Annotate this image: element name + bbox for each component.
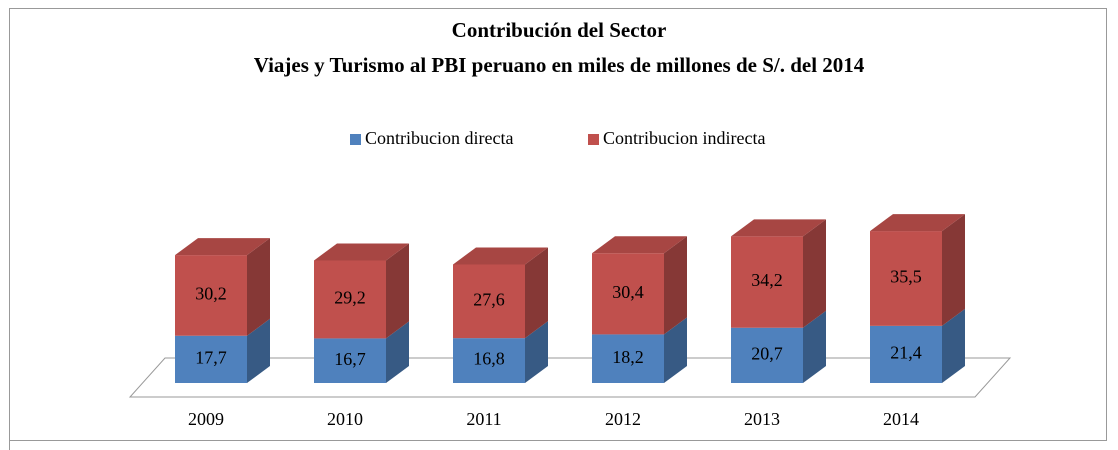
bar (731, 327, 803, 383)
bar-top (870, 214, 965, 232)
data-label: 20,7 (751, 343, 783, 363)
data-label: 27,6 (473, 289, 505, 309)
bar-side (247, 238, 270, 336)
legend-swatch (588, 134, 599, 145)
bar-side (525, 321, 548, 383)
bar (870, 231, 942, 326)
data-label: 16,8 (473, 349, 505, 369)
bar (592, 334, 664, 383)
bar-side (942, 214, 965, 326)
bar (453, 264, 525, 339)
bar-side (247, 318, 270, 383)
bar-top (314, 243, 409, 261)
bar-side (803, 219, 826, 328)
bar (314, 260, 386, 339)
x-tick-label: 2013 (744, 409, 780, 429)
bar-top (731, 219, 826, 237)
data-label: 17,7 (195, 347, 227, 367)
bar-side (803, 310, 826, 383)
chart-title: Contribución del Sector (452, 18, 667, 42)
chart-border (9, 8, 1107, 441)
bar (175, 255, 247, 336)
bar-side (386, 321, 409, 383)
bar-top (453, 247, 548, 265)
bar (175, 335, 247, 383)
legend-label: Contribucion directa (365, 128, 513, 148)
bar (453, 338, 525, 383)
data-label: 18,2 (612, 347, 644, 367)
data-label: 29,2 (334, 288, 366, 308)
data-label: 30,2 (195, 284, 227, 304)
bar (870, 325, 942, 383)
bar-side (664, 236, 687, 335)
bar (731, 236, 803, 328)
bar (592, 253, 664, 335)
data-label: 35,5 (890, 267, 922, 287)
data-label: 34,2 (751, 270, 783, 290)
legend-label: Contribucion indirecta (603, 128, 765, 148)
data-label: 30,4 (612, 282, 644, 302)
bar (314, 338, 386, 383)
x-tick-label: 2010 (327, 409, 363, 429)
chart-title: Viajes y Turismo al PBI peruano en miles… (254, 53, 865, 77)
data-label: 21,4 (890, 343, 922, 363)
x-tick-label: 2011 (466, 409, 501, 429)
x-tick-label: 2009 (188, 409, 224, 429)
bar-side (525, 247, 548, 339)
data-label: 16,7 (334, 349, 366, 369)
bar-side (386, 243, 409, 339)
x-tick-label: 2014 (883, 409, 919, 429)
bar-top (175, 238, 270, 256)
bar-top (592, 236, 687, 254)
legend-swatch (350, 134, 361, 145)
bar-side (942, 308, 965, 383)
bar-side (664, 317, 687, 383)
x-tick-label: 2012 (605, 409, 641, 429)
